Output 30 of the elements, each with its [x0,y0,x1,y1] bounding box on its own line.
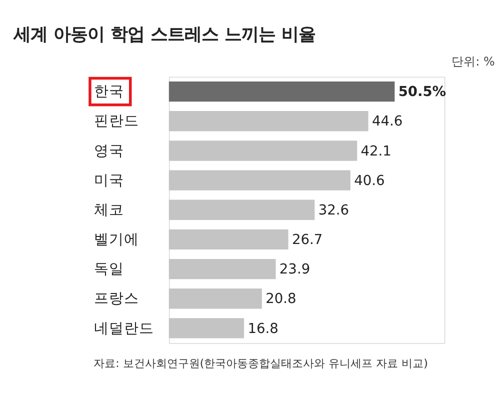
bar [168,140,358,161]
bar [168,111,368,132]
y-tick-label: 독일 [94,260,124,278]
data-label: 32.6 [318,202,349,218]
bar [168,200,315,220]
bar [168,81,395,102]
chart-title: 세계 아동이 학업 스트레스 느끼는 비율 [12,25,316,46]
y-tick-label: 영국 [94,142,124,160]
data-label: 40.6 [354,172,385,189]
data-label: 26.7 [292,232,323,248]
bar [168,288,262,309]
data-label: 50.5% [398,84,446,100]
y-tick-label: 네덜란드 [94,320,154,337]
y-tick-label: 미국 [94,172,124,189]
text: 자료: 보건사회연구원(한국아동종합실태조사와 유니세프 자료 비교) [94,356,428,370]
data-label: 20.8 [266,291,296,308]
data-label: 42.1 [360,143,392,160]
data-label: 23.9 [279,262,310,278]
bar [168,229,288,250]
y-tick-label: 핀란드 [94,112,140,130]
y-tick-label: 벨기에 [94,231,140,248]
data-label: 44.6 [372,114,403,130]
y-tick-label: 체코 [94,201,124,218]
bar [168,258,276,280]
bar [168,170,350,190]
bar [168,318,244,338]
text: 단위: % [452,54,495,69]
y-tick-label: 한국 [94,83,124,100]
y-tick-label: 프랑스 [94,290,140,308]
data-label: 16.8 [248,320,278,337]
